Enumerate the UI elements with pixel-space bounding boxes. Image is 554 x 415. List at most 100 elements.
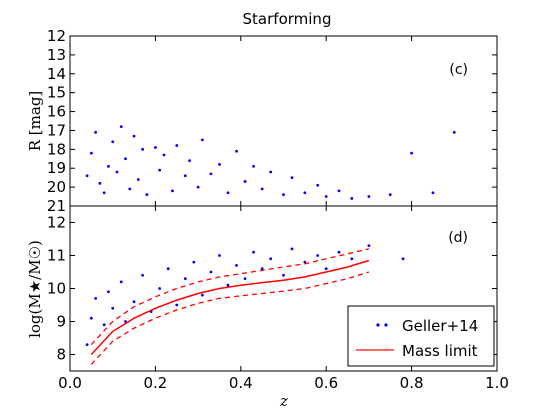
panel-d-point: [337, 250, 341, 254]
x-axis-label: z: [279, 392, 288, 410]
panel-c-point: [94, 130, 98, 134]
panel-d-point: [252, 250, 256, 254]
panel-d-point: [111, 306, 115, 310]
panel-c-point: [431, 191, 435, 195]
panel-c-point: [316, 183, 320, 187]
panel-c-y-tick-label: 15: [47, 84, 66, 102]
legend-dot-geller-2: [384, 323, 388, 327]
panel-d-point: [316, 254, 320, 257]
panel-c-y-tick-label: 21: [47, 197, 66, 215]
panel-d-x-tick-label: 0.6: [314, 374, 338, 392]
panel-c-point: [337, 189, 341, 193]
panel-d-point: [85, 343, 89, 346]
panel-c-point: [145, 193, 149, 197]
panel-d-point: [132, 300, 136, 304]
panel-c-point: [89, 151, 93, 155]
panel-c-point: [183, 174, 187, 178]
legend-box: [347, 305, 495, 367]
panel-d-point: [243, 277, 247, 280]
panel-d-point: [290, 247, 294, 251]
panel-c-point: [282, 193, 285, 197]
panel-c-point: [124, 157, 127, 161]
panel-c-x-ticks: [69, 36, 498, 206]
panel-d-y-tick-label: 12: [47, 214, 66, 232]
panel-d-label: (d): [448, 230, 468, 246]
panel-c-point: [260, 187, 264, 191]
panel-c-point: [367, 195, 371, 198]
panel-d-point: [183, 277, 187, 280]
panel-d-y-tick-label: 8: [56, 346, 66, 364]
panel-d-point: [218, 254, 221, 257]
panel-c-y-tick-label: 13: [47, 46, 66, 64]
panel-d-point: [200, 293, 204, 297]
panel-d-x-ticks: 0.0 0.2 0.4 0.6 0.8 1.0: [58, 206, 509, 392]
panel-c-points: [85, 125, 456, 200]
panel-c-point: [128, 187, 132, 191]
panel-c-point: [218, 163, 221, 166]
panel-c-y-tick-label: 16: [47, 103, 66, 121]
panel-c-point: [200, 138, 204, 142]
mass-limit-upper-dashed: [90, 248, 370, 346]
panel-d-point: [141, 273, 144, 277]
panel-c-point: [175, 144, 179, 147]
panel-c-y-axis-label: R [mag]: [26, 91, 44, 152]
panel-c-point: [196, 185, 200, 189]
panel-c-point: [209, 172, 213, 176]
panel-d-point: [89, 316, 93, 320]
panel-c-point: [388, 193, 392, 197]
panel-d-x-tick-label: 1.0: [485, 374, 509, 392]
panel-d-point: [119, 280, 123, 284]
panel-d-point: [235, 264, 238, 267]
panel-d-x-tick-label: 0.0: [58, 374, 82, 392]
panel-c-point: [132, 134, 136, 138]
panel-c-point: [410, 151, 413, 155]
panel-d-y-tick-label: 9: [56, 313, 66, 331]
panel-c-point: [243, 180, 247, 183]
figure-title: Starforming: [243, 10, 332, 28]
legend-entry-mass-limit: Mass limit: [402, 342, 478, 360]
panel-c-point: [269, 170, 273, 174]
panel-c-y-tick-label: 20: [47, 178, 66, 196]
panel-c-y-tick-label: 19: [47, 159, 66, 177]
panel-c-point: [303, 191, 307, 195]
panel-d-point: [192, 260, 196, 264]
panel-d-point: [209, 270, 213, 274]
panel-c-point: [226, 191, 230, 195]
panel-d-point: [175, 303, 179, 307]
panel-c-point: [111, 140, 115, 144]
panel-d-y-tick-label: 10: [47, 280, 66, 298]
panel-c-label: (c): [449, 62, 468, 78]
panel-c-point: [115, 170, 119, 174]
panel-d-point: [107, 290, 110, 294]
panel-c-point: [350, 197, 354, 200]
panel-c-point: [290, 176, 294, 180]
panel-c-point: [324, 195, 328, 198]
panel-c-point: [235, 149, 238, 153]
panel-d: 8 9 10 11 12 0.0 0.2 0.4 0.6 0.8 1.0 (d) log(M★/M…: [26, 205, 509, 410]
panel-d-point: [282, 273, 285, 277]
panel-d-point: [158, 287, 162, 290]
panel-d-x-tick-label: 0.2: [143, 374, 167, 392]
panel-d-point: [226, 283, 230, 287]
panel-c-point: [162, 153, 166, 157]
panel-c-frame: [69, 35, 498, 207]
panel-d-point: [367, 244, 371, 248]
panel-d-y-ticks: 8 9 10 11 12: [47, 214, 497, 364]
panel-c-point: [107, 164, 110, 168]
panel-d-point: [303, 260, 307, 264]
panel-d-x-tick-label: 0.4: [229, 374, 253, 392]
panel-d-mass-limit-lines: [90, 248, 370, 365]
panel-c-point: [119, 125, 123, 129]
panel-d-x-tick-label: 0.8: [400, 374, 424, 392]
panel-c-point: [452, 130, 456, 134]
panel-d-point: [102, 323, 106, 327]
panel-d-point: [269, 257, 273, 261]
panel-d-y-tick-label: 11: [47, 247, 66, 265]
panel-c-point: [252, 164, 256, 168]
panel-c-point: [102, 191, 106, 195]
panel-d-point: [401, 257, 405, 261]
panel-c-y-tick-label: 18: [47, 140, 66, 158]
